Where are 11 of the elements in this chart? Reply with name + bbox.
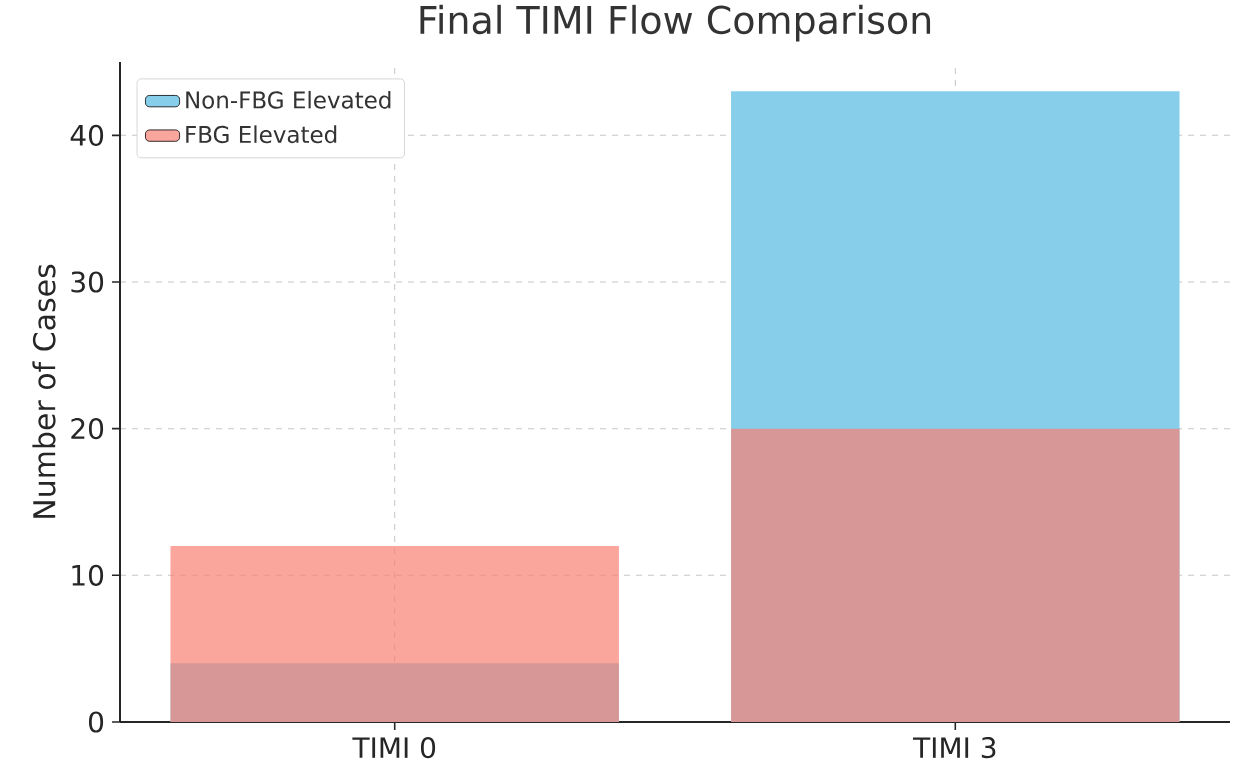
y-tick-label: 10 (72, 564, 104, 586)
x-tick-label: TIMI 3 (912, 737, 996, 759)
y-tick-label: 20 (71, 418, 104, 440)
legend-label: FBG Elevated (186, 125, 337, 144)
legend-label: Non-FBG Elevated (186, 90, 391, 109)
y-tick-label: 40 (70, 124, 104, 146)
y-tick-label: 0 (88, 711, 104, 733)
x-tick-label: TIMI 0 (352, 737, 436, 759)
y-tick-label: 30 (71, 271, 104, 293)
chart-title: Final TIMI Flow Comparison (420, 4, 931, 42)
y-axis-title: Number of Cases (32, 264, 56, 518)
